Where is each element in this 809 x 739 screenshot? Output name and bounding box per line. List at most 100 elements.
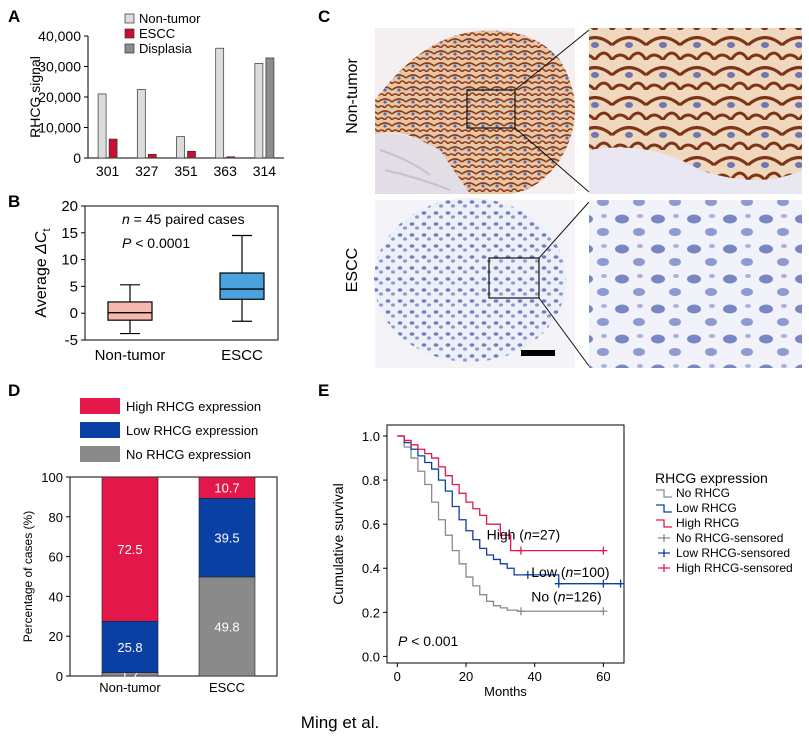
legend-label-low-rhcg-expression: Low RHCG expression bbox=[126, 423, 258, 438]
bar-no-rhcg-expression-escc bbox=[198, 576, 256, 677]
legend-label-low-rhcg: Low RHCG bbox=[676, 501, 737, 515]
censor-mark-low-3 bbox=[616, 579, 625, 588]
panel-e-y-axis-label: Cumulative survival bbox=[330, 483, 346, 604]
plot-frame bbox=[69, 476, 278, 677]
ihc-escc-zoom-box bbox=[488, 257, 540, 299]
legend-label-high-rhcg: High RHCG bbox=[676, 516, 739, 530]
legend-label-no-rhcg: No RHCG bbox=[676, 486, 730, 500]
y-tick-label: 0 bbox=[56, 669, 63, 684]
panel-e-axes: 0.0 0.2 0.4 0.6 0.8 1.0 0 20 40 60 bbox=[362, 424, 625, 684]
censor-mark-high-0 bbox=[516, 546, 525, 555]
y-tick-label: 0 bbox=[70, 305, 78, 322]
plot-frame bbox=[386, 424, 625, 664]
legend-censor-no-rhcg-sensored bbox=[658, 534, 670, 542]
panel-b-p-annotation: P < 0.0001 bbox=[122, 235, 190, 251]
y-tick-label: 0.6 bbox=[362, 517, 380, 532]
legend-label-high-rhcg-sensored: High RHCG-sensored bbox=[676, 561, 793, 575]
data-label-low-rhcg-expression-escc: 39.5 bbox=[214, 531, 239, 546]
x-tick-label-327: 327 bbox=[135, 163, 159, 179]
ihc-nontumor-overview bbox=[375, 28, 590, 194]
bar-high-rhcg-expression-non-tumor bbox=[101, 476, 159, 622]
y-tick-label: 10 bbox=[61, 252, 78, 269]
legend-swatch-low-rhcg-expression bbox=[80, 422, 120, 438]
legend-swatch-no-rhcg-expression bbox=[80, 446, 120, 462]
y-tick-label: 0.8 bbox=[362, 473, 380, 488]
y-tick-label: 40 bbox=[49, 589, 63, 604]
legend-censor-low-rhcg-sensored bbox=[658, 549, 670, 557]
bar-high-rhcg-expression-escc bbox=[198, 476, 256, 499]
bar-escc-351 bbox=[187, 150, 196, 159]
curve-label-high: High (n=27) bbox=[487, 527, 561, 543]
curve-label-low: Low (n=100) bbox=[531, 564, 609, 580]
legend-label-high-rhcg-expression: High RHCG expression bbox=[126, 399, 261, 414]
legend-censor-high-rhcg-sensored bbox=[658, 564, 670, 572]
x-tick-label-314: 314 bbox=[253, 163, 277, 179]
y-tick-label: 40,000 bbox=[38, 28, 81, 44]
panel-a-x-ticks: 301 327 351 363 314 bbox=[96, 163, 276, 179]
bar-escc-327 bbox=[147, 153, 157, 159]
y-tick-label: 0.0 bbox=[362, 649, 380, 664]
legend-swatch-escc bbox=[124, 28, 135, 39]
bar-non-tumor-351 bbox=[176, 136, 185, 159]
bar-low-rhcg-expression-non-tumor bbox=[101, 620, 159, 673]
legend-swatch-displasia bbox=[124, 43, 135, 54]
y-tick-label: 20 bbox=[49, 629, 63, 644]
survival-curve-no bbox=[397, 435, 604, 612]
censor-mark-high-1 bbox=[599, 546, 608, 555]
panel-c-row-label-nontumor: Non-tumor bbox=[344, 58, 361, 134]
bar-non-tumor-363 bbox=[215, 47, 225, 159]
bar-displasia-314 bbox=[265, 57, 275, 159]
data-label-high-rhcg-expression-escc: 10.7 bbox=[214, 481, 239, 496]
x-tick-label-non-tumor: Non-tumor bbox=[95, 347, 166, 364]
ihc-escc-zoom bbox=[589, 200, 802, 368]
panel-e-p-value: P < 0.001 bbox=[398, 633, 459, 649]
panel-e-x-axis-label: Months bbox=[484, 684, 527, 699]
panel-a-axes: 0 10,000 20,000 30,000 40,000 bbox=[38, 28, 284, 166]
panel-c-row-label-escc: ESCC bbox=[344, 248, 361, 292]
x-tick-label-escc: ESCC bbox=[209, 680, 245, 695]
bar-non-tumor-327 bbox=[136, 89, 146, 159]
x-tick-label-301: 301 bbox=[96, 163, 120, 179]
y-tick-label: 30,000 bbox=[38, 59, 81, 75]
ihc-escc-overview bbox=[374, 198, 590, 368]
y-tick-label: 20,000 bbox=[38, 89, 81, 105]
y-tick-label: 15 bbox=[61, 225, 78, 242]
censor-mark-no-0 bbox=[516, 607, 525, 616]
panel-e-legend-title: RHCG expression bbox=[655, 470, 768, 486]
bar-low-rhcg-expression-escc bbox=[198, 497, 256, 578]
x-tick-label-escc: ESCC bbox=[221, 347, 263, 364]
legend-label-displasia: Displasia bbox=[139, 41, 193, 56]
panel-d-axes: 0 20 40 60 80 100 bbox=[41, 470, 278, 684]
panel-e-curves: No (n=126) Low (n=100) High (n=27) bbox=[397, 435, 625, 616]
panel-e-survival-plot: Cumulative survival Months 0.00.20.40.60… bbox=[330, 424, 793, 699]
legend-line-low-rhcg bbox=[656, 504, 672, 513]
panel-label-a: A bbox=[8, 7, 20, 26]
scale-bar bbox=[521, 350, 555, 356]
survival-curve-low bbox=[397, 435, 621, 585]
x-tick-label: 60 bbox=[596, 669, 610, 684]
panel-d-y-axis-label: Percentage of cases (%) bbox=[21, 511, 35, 642]
bar-non-tumor-314 bbox=[254, 63, 264, 159]
data-label-low-rhcg-expression-non-tumor: 25.8 bbox=[117, 640, 142, 655]
censor-mark-low-2 bbox=[599, 579, 608, 588]
panel-b-n-annotation: n = 45 paired cases bbox=[122, 211, 245, 227]
panel-b-axes: -5 0 5 10 15 20 bbox=[61, 198, 279, 349]
legend-swatch-non-tumor bbox=[124, 13, 135, 24]
legend-line-no-rhcg bbox=[656, 489, 672, 498]
bar-escc-363 bbox=[226, 156, 236, 159]
x-tick-label: 0 bbox=[394, 669, 401, 684]
plot-frame bbox=[84, 205, 279, 341]
x-tick-label-363: 363 bbox=[214, 163, 238, 179]
panel-d-stacked-bar-chart: Percentage of cases (%) High RHCG expres… bbox=[21, 398, 278, 695]
box-non-tumor bbox=[107, 301, 153, 321]
y-tick-label: 0.4 bbox=[362, 561, 380, 576]
curve-label-no: No (n=126) bbox=[531, 588, 601, 604]
legend-label-non-tumor: Non-tumor bbox=[139, 11, 201, 26]
ihc-nontumor-zoom-box bbox=[466, 89, 516, 129]
legend-swatch-high-rhcg-expression bbox=[80, 398, 120, 414]
censor-mark-low-0 bbox=[523, 570, 532, 579]
